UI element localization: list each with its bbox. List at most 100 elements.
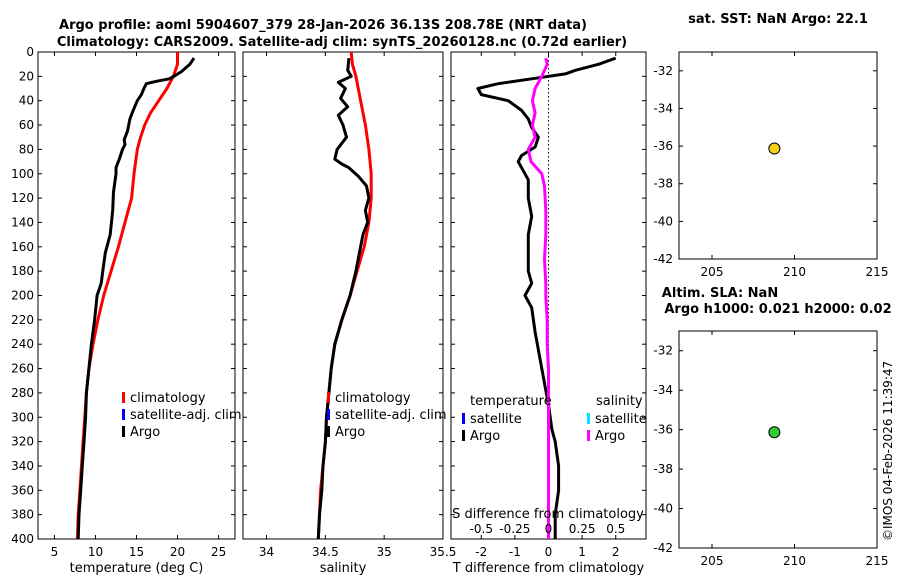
- legend-entry: satellite-adj. clim: [335, 408, 447, 423]
- x-tick-label: 215: [866, 554, 889, 568]
- x-tick-label: 10: [88, 545, 103, 559]
- x-tick-label: 215: [866, 265, 889, 279]
- y-tick-label: -40: [653, 502, 673, 516]
- x-tick-label: 5: [51, 545, 59, 559]
- depth-tick-label: 0: [26, 45, 34, 59]
- depth-tick-label: 320: [11, 435, 34, 449]
- salinity-panel: 34 34.5 35 35.5 salinity climatology satellite…: [242, 51, 457, 576]
- depth-tick-label: 300: [11, 410, 34, 424]
- y-tick-label: -38: [653, 462, 673, 476]
- map-title-line1: Altim. SLA: NaN: [662, 286, 778, 301]
- x-axis-label: T difference from climatology: [452, 561, 645, 576]
- depth-tick-label: 40: [19, 94, 34, 108]
- legend-entry: Argo: [470, 429, 500, 444]
- legend-entry: satellite: [470, 412, 522, 427]
- y-tick-label: -32: [653, 64, 673, 78]
- s-tick-label: -0.25: [499, 522, 530, 536]
- legend-entry: climatology: [335, 391, 411, 406]
- legend-swatch: [462, 413, 465, 424]
- difference-panel: -2 -1 0 1 2 T difference from climatology temp…: [450, 51, 647, 576]
- map-title-line2: Argo h1000: 0.021 h2000: 0.02: [664, 302, 891, 317]
- depth-tick-label: 80: [19, 142, 34, 156]
- depth-tick-label: 360: [11, 483, 34, 497]
- y-tick-label: -40: [653, 214, 673, 228]
- plot-area: 0204060801001201401601802002202402602803…: [11, 12, 892, 576]
- depth-tick-label: 100: [11, 167, 34, 181]
- y-tick-label: -42: [653, 252, 673, 266]
- s-tick-label: -0.5: [470, 522, 493, 536]
- depth-tick-label: 260: [11, 362, 34, 376]
- x-tick-label: 205: [701, 554, 724, 568]
- legend-swatch: [122, 426, 125, 437]
- depth-tick-label: 120: [11, 191, 34, 205]
- depth-tick-label: 180: [11, 264, 34, 278]
- x-tick-label: -2: [475, 545, 487, 559]
- x-tick-label: 1: [578, 545, 586, 559]
- y-tick-label: -42: [653, 541, 673, 555]
- depth-tick-label: 220: [11, 313, 34, 327]
- series-line-argo: [316, 57, 371, 540]
- depth-tick-label: 20: [19, 69, 34, 83]
- x-tick-label: 35: [377, 545, 392, 559]
- x-axis-label: temperature (deg C): [70, 561, 204, 576]
- legend-entry: satellite-adj. clim: [130, 408, 242, 423]
- legend-entry: satellite: [595, 412, 647, 427]
- legend-swatch: [462, 430, 465, 441]
- x-tick-label: 210: [783, 265, 806, 279]
- s-axis-label: S difference from climatology: [452, 507, 644, 522]
- x-tick-label: 15: [129, 545, 144, 559]
- x-axis-label: salinity: [320, 561, 367, 576]
- depth-tick-label: 380: [11, 508, 34, 522]
- depth-tick-label: 340: [11, 459, 34, 473]
- y-tick-label: -34: [653, 101, 673, 115]
- sst-map: sat. SST: NaN Argo: 22.1 -32 -34 -36 -38 -40 -…: [653, 12, 888, 279]
- series-line-climatology: [316, 51, 373, 540]
- x-tick-label: 20: [170, 545, 185, 559]
- sla-map-frame: [678, 330, 878, 549]
- temperature-panel-frame: [37, 51, 236, 540]
- figure-title-line2: Climatology: CARS2009. Satellite-adj cli…: [57, 35, 627, 50]
- legend-swatch: [327, 392, 330, 403]
- legend-entry: Argo: [595, 429, 625, 444]
- x-tick-label: 25: [211, 545, 226, 559]
- depth-tick-label: 400: [11, 532, 34, 546]
- y-tick-label: -36: [653, 139, 673, 153]
- x-tick-label: 2: [612, 545, 620, 559]
- legend-swatch: [122, 392, 125, 403]
- legend-swatch: [327, 426, 330, 437]
- x-tick-label: -1: [509, 545, 521, 559]
- depth-tick-label: 160: [11, 240, 34, 254]
- x-tick-label: 34: [259, 545, 274, 559]
- x-tick-label: 0: [545, 545, 553, 559]
- depth-tick-label: 240: [11, 337, 34, 351]
- profile-location-marker: [768, 426, 781, 439]
- legend-swatch: [587, 413, 590, 424]
- series-line-argo: [76, 57, 196, 540]
- series-line-s-difference-argo: [526, 57, 550, 539]
- legend-entry: climatology: [130, 391, 206, 406]
- s-tick-label: 0.5: [606, 522, 625, 536]
- legend-swatch: [587, 430, 590, 441]
- legend-swatch: [122, 409, 125, 420]
- temperature-panel: 0 20 40 60 80 100 120 140 160 180 200 220 240 260 280 3…: [11, 45, 242, 576]
- x-tick-label: 205: [701, 265, 724, 279]
- y-tick-label: -36: [653, 423, 673, 437]
- profile-location-marker: [768, 142, 781, 155]
- y-tick-label: -32: [653, 344, 673, 358]
- x-tick-label: 34.5: [312, 545, 339, 559]
- depth-tick-label: 140: [11, 215, 34, 229]
- s-tick-label: 0.25: [569, 522, 596, 536]
- y-tick-label: -34: [653, 383, 673, 397]
- legend-entry: Argo: [130, 425, 160, 440]
- depth-tick-label: 200: [11, 289, 34, 303]
- depth-tick-label: 280: [11, 386, 34, 400]
- x-tick-label: 35.5: [430, 545, 457, 559]
- s-tick-label: 0: [545, 522, 553, 536]
- figure-title-line1: Argo profile: aoml 5904607_379 28-Jan-20…: [59, 18, 587, 33]
- depth-tick-label: 60: [19, 118, 34, 132]
- legend-title-salinity: salinity: [596, 394, 643, 409]
- legend-swatch: [327, 409, 330, 420]
- legend-title-temperature: temperature: [470, 394, 552, 409]
- legend-entry: Argo: [335, 425, 365, 440]
